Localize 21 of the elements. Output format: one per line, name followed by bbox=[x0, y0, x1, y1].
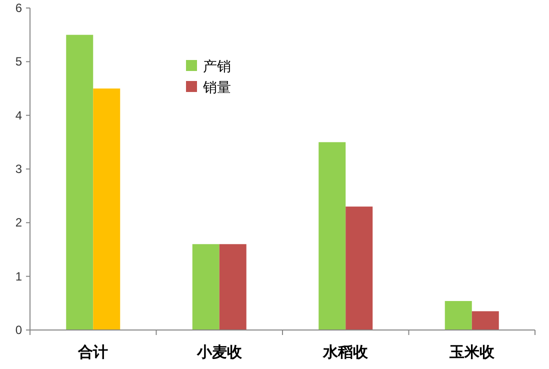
bar bbox=[192, 244, 220, 330]
x-tick-label: 水稻收 bbox=[322, 344, 370, 361]
bar bbox=[318, 142, 346, 330]
legend-label: 产销 bbox=[203, 58, 231, 74]
y-tick-label: 4 bbox=[15, 108, 22, 122]
legend-label: 销量 bbox=[202, 79, 231, 95]
y-tick-label: 6 bbox=[15, 1, 22, 15]
bar bbox=[219, 244, 246, 330]
bar bbox=[472, 311, 499, 330]
y-tick-label: 3 bbox=[15, 162, 22, 176]
x-tick-label: 小麦收 bbox=[196, 344, 243, 361]
y-tick-label: 0 bbox=[15, 323, 22, 337]
x-tick-label: 合计 bbox=[77, 344, 108, 361]
bar bbox=[66, 34, 94, 330]
bar bbox=[93, 88, 120, 330]
x-tick-label: 玉米收 bbox=[448, 344, 496, 361]
bar bbox=[444, 301, 472, 330]
y-tick-label: 5 bbox=[15, 54, 22, 69]
bar bbox=[346, 206, 373, 330]
y-tick-label: 2 bbox=[15, 216, 22, 230]
y-tick-label: 1 bbox=[15, 269, 22, 284]
